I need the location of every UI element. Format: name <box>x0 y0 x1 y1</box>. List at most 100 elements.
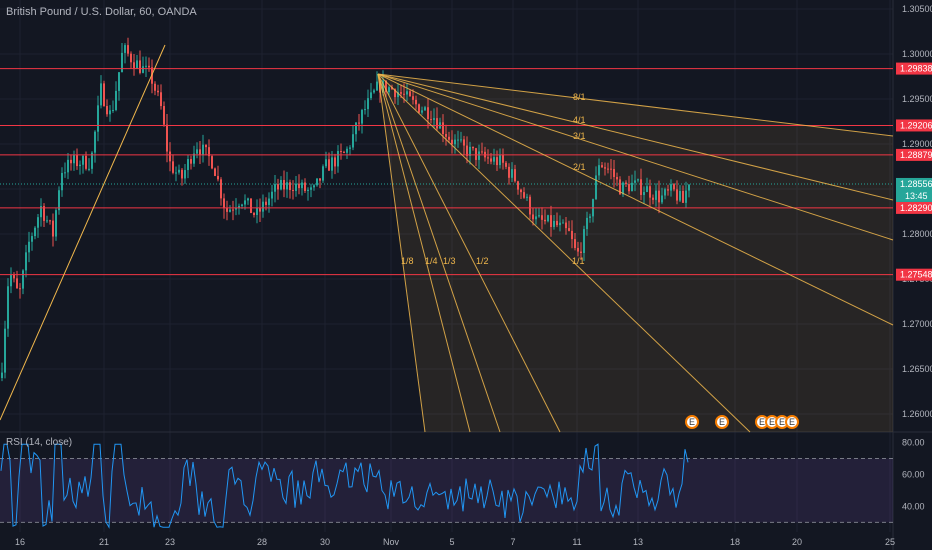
candle-body <box>454 139 456 145</box>
gann-fan-label: 1/2 <box>476 256 489 266</box>
candle-body <box>181 169 183 179</box>
candle-body <box>313 185 315 188</box>
gann-fan-line[interactable] <box>377 73 426 433</box>
gann-fan-fill <box>378 74 893 432</box>
candle-body <box>61 172 63 191</box>
level-price-tag[interactable] <box>896 148 932 161</box>
candle-body <box>490 158 492 162</box>
candle-body <box>406 91 408 95</box>
candle-body <box>403 93 405 95</box>
candle-body <box>121 52 123 73</box>
candle-body <box>277 184 279 190</box>
candle-body <box>421 110 423 113</box>
gann-fan-label: 3/1 <box>573 131 586 141</box>
candle-body <box>358 122 360 124</box>
economic-event-badge[interactable]: E <box>785 415 799 429</box>
gann-fan-line[interactable] <box>377 73 471 433</box>
date-tick-label: 20 <box>792 537 802 547</box>
candle-body <box>391 87 393 90</box>
candle-body <box>49 220 51 222</box>
candle-body <box>655 190 657 200</box>
candle-body <box>214 168 216 176</box>
candle-body <box>520 189 522 193</box>
gann-fan-label: 2/1 <box>573 162 586 172</box>
candle-body <box>184 170 186 179</box>
candle-body <box>394 89 396 98</box>
candle-body <box>607 168 609 170</box>
time-axis[interactable]: 16 21 23 28 30 Nov 5 7 11 13 18 20 25 <box>15 537 895 547</box>
date-tick-label: 11 <box>572 537 581 547</box>
candle-body <box>373 90 375 93</box>
gann-fan-line[interactable] <box>377 73 751 433</box>
candle-body <box>310 187 312 190</box>
candle-body <box>118 72 120 91</box>
price-tick-label: 1.29500 <box>902 94 932 104</box>
level-price-tag[interactable] <box>896 119 932 132</box>
candle-body <box>130 53 132 63</box>
candle-body <box>604 167 606 169</box>
gann-fan-line[interactable] <box>377 73 894 326</box>
candle-body <box>274 184 276 192</box>
candle-body <box>25 252 27 271</box>
candle-body <box>673 184 675 190</box>
gann-fan-label: 1/3 <box>443 256 456 266</box>
candle-body <box>247 198 249 201</box>
candle-body <box>664 189 666 196</box>
trend-lines[interactable] <box>0 44 166 421</box>
candle-body <box>97 105 99 132</box>
level-price-tag[interactable] <box>896 268 932 281</box>
candle-body <box>169 151 171 162</box>
candle-body <box>400 92 402 94</box>
trend-line[interactable] <box>0 44 166 421</box>
level-price-tag[interactable] <box>896 201 932 214</box>
candle-body <box>316 178 318 186</box>
candle-body <box>433 118 435 120</box>
gann-fan-line[interactable] <box>377 73 894 201</box>
candle-body <box>208 147 210 157</box>
candle-body <box>346 148 348 153</box>
candle-body <box>487 157 489 159</box>
candle-body <box>535 216 537 220</box>
candle-body <box>16 278 18 289</box>
candle-body <box>511 169 513 178</box>
candle-body <box>667 189 669 191</box>
rsi-title: RSI (14, close) <box>6 437 73 448</box>
price-axis[interactable]: 1.305001.300001.295001.290001.285001.280… <box>896 4 932 511</box>
price-tick-label: 1.29000 <box>902 139 932 149</box>
candle-body <box>646 186 648 193</box>
candle-body <box>70 159 72 164</box>
candle-body <box>163 106 165 125</box>
candle-body <box>580 251 582 253</box>
candle-body <box>682 190 684 203</box>
candle-body <box>493 157 495 162</box>
candle-body <box>100 83 102 106</box>
candle-body <box>529 196 531 215</box>
economic-event-badge[interactable]: E <box>755 415 769 429</box>
candle-body <box>166 124 168 152</box>
gann-fan-line[interactable] <box>377 73 561 433</box>
gann-fan-line[interactable] <box>377 73 894 137</box>
candle-body <box>577 247 579 252</box>
candle-body <box>127 45 129 54</box>
last-price-tag <box>896 177 932 202</box>
gann-fan-line[interactable] <box>377 73 501 433</box>
candle-body <box>376 81 378 91</box>
candle-body <box>82 155 84 165</box>
level-price-label: 1.27548 <box>900 270 932 280</box>
economic-event-badge[interactable]: E <box>685 415 699 429</box>
candle-body <box>523 192 525 198</box>
candle-body <box>10 274 12 287</box>
level-price-tag[interactable] <box>896 62 932 75</box>
candle-body <box>106 106 108 115</box>
candle-body <box>505 162 507 167</box>
candle-body <box>145 65 147 67</box>
economic-event-badge[interactable]: E <box>715 415 729 429</box>
gann-fan-label: 8/1 <box>573 92 586 102</box>
candle-body <box>256 207 258 216</box>
candle-body <box>670 184 672 191</box>
gann-fan[interactable]: 8/1 4/1 3/1 2/1 1/1 1/2 1/3 1/4 1/8 <box>377 73 894 433</box>
candle-body <box>298 183 300 189</box>
gann-fan-line[interactable] <box>377 73 894 241</box>
